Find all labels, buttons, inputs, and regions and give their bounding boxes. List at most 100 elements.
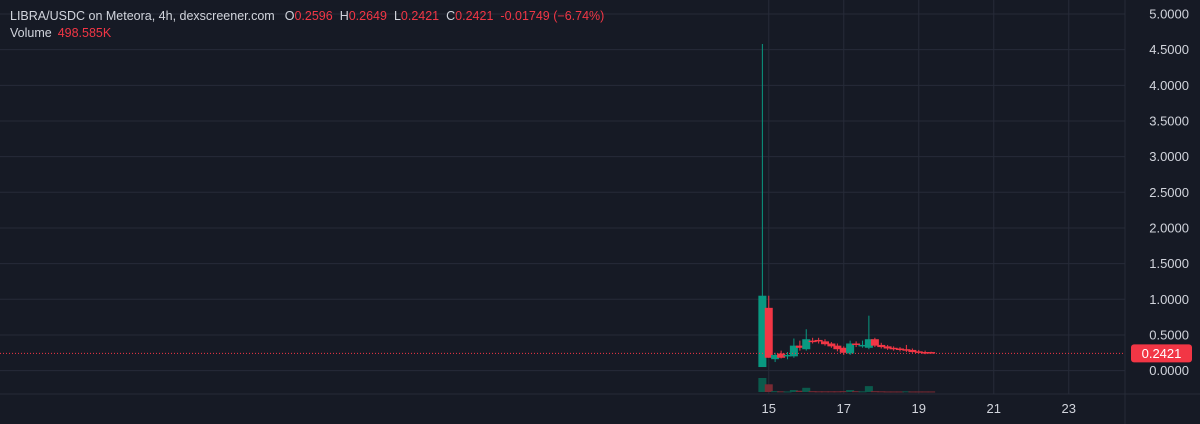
candle[interactable] [858,340,867,348]
candle-body [789,345,798,357]
candle[interactable] [789,338,798,358]
price-tick-label: 0.0000 [1149,363,1189,378]
volume-bar [771,391,780,393]
last-price-tag-bg [1131,344,1192,363]
candles [758,43,936,368]
candle[interactable] [902,344,911,353]
candle[interactable] [777,350,786,359]
candle-body [764,307,773,358]
candle[interactable] [889,346,898,351]
candle[interactable] [852,341,861,348]
volume-bar [921,391,930,393]
low-value: 0.2421 [400,9,440,23]
candle-body [771,354,780,360]
candle[interactable] [764,295,773,358]
volume-value: 498.585K [57,26,112,40]
candle[interactable] [846,340,855,355]
time-tick-label: 23 [1062,401,1076,416]
volume-bar [864,386,873,392]
volume-bar [821,391,829,393]
time-tick-label: 21 [987,401,1001,416]
candle[interactable] [827,342,836,348]
candle-body [821,341,829,345]
volume-bar [808,391,817,393]
candle-body [858,344,867,347]
candle[interactable] [896,347,904,352]
candle[interactable] [927,351,936,354]
candle-body [777,353,786,358]
volume-bar [846,390,855,392]
time-tick-label: 15 [762,401,776,416]
candle[interactable] [870,337,879,348]
volume-bar [802,387,811,392]
price-tick-label: 0.5000 [1149,327,1189,342]
candle-body [802,339,811,350]
candle-body [808,340,817,343]
legend-ohlc-row: LIBRA/USDC on Meteora, 4h, dexscreener.c… [10,8,611,25]
candle-body [914,351,923,353]
volume-bar [795,390,804,392]
candle[interactable] [783,352,792,360]
price-axis[interactable]: 5.0000 4.5000 4.0000 3.5000 3.0000 2.5000 2.00… [1131,7,1192,379]
candle-body [783,354,792,357]
candle-body [908,349,917,353]
close-key: C [446,9,456,23]
volume-bar [839,391,848,393]
candle[interactable] [921,350,930,355]
volume-bar [877,391,886,393]
candle-body [896,348,904,350]
volume-bar [814,391,823,393]
time-axis[interactable]: 15 17 19 21 23 [762,401,1076,416]
volume-bar [896,391,904,393]
candle-body [927,352,936,354]
high-value: 0.2649 [348,9,387,23]
candle-body [758,295,767,368]
candle-body [795,345,804,348]
candle-body [877,344,886,348]
candle-body [864,339,873,348]
candle[interactable] [795,340,804,351]
volume-bar [827,391,836,393]
volume-bar [764,384,773,392]
volume-bar [914,391,923,393]
candle[interactable] [833,343,842,352]
price-tick-label: 1.0000 [1149,292,1189,307]
candle[interactable] [802,329,811,351]
close-value: 0.2421 [455,9,494,23]
price-tick-label: 2.5000 [1149,185,1189,200]
price-tick-label: 3.0000 [1149,149,1189,164]
price-tick-label: 4.5000 [1149,42,1189,57]
candle[interactable] [877,342,886,349]
price-tick-label: 1.5000 [1149,256,1189,271]
volume-bar [789,390,798,392]
open-value: 0.2596 [294,9,333,23]
price-tick-label: 4.0000 [1149,78,1189,93]
volume-bar [852,391,861,393]
candle-body [883,346,892,349]
volume-bar [870,391,879,393]
last-price-tag: 0.2421 [1131,344,1192,363]
volume-bar [858,391,867,393]
candle[interactable] [814,337,823,344]
candle[interactable] [758,43,767,368]
candle[interactable] [883,344,892,350]
time-tick-label: 17 [837,401,851,416]
candle-body [870,339,879,346]
candle[interactable] [864,315,873,350]
candle-body [902,349,911,351]
price-tick-label: 3.5000 [1149,113,1189,128]
open-key: O [284,9,295,23]
candle-body [833,345,842,350]
volume-bar [908,391,917,393]
candle[interactable] [821,339,829,346]
volume-bar [889,391,898,393]
candle[interactable] [908,348,917,353]
high-key: H [339,9,349,23]
candle[interactable] [771,352,780,363]
symbol-title[interactable]: LIBRA/USDC on Meteora, 4h, dexscreener.c… [10,9,275,23]
candle[interactable] [808,337,817,344]
volume-bar [833,391,842,393]
